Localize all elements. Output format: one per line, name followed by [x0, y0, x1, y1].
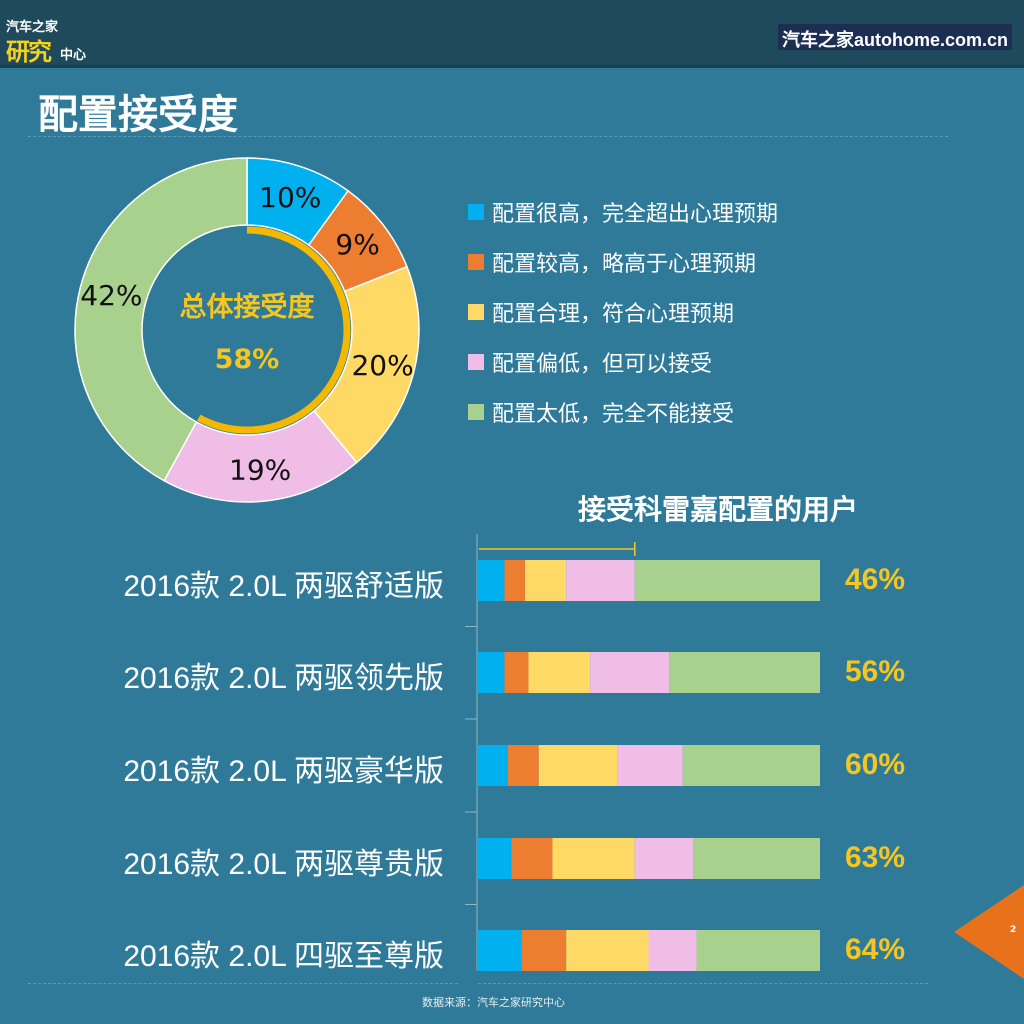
acceptance-value: 56% — [845, 655, 906, 688]
page-title: 配置接受度 — [38, 92, 238, 138]
logo-text: 研究 — [6, 38, 52, 66]
bar-segment — [528, 652, 591, 693]
donut-slice-label: 9% — [335, 228, 379, 261]
bar-chart-title: 接受科雷嘉配置的用户 — [578, 493, 859, 526]
legend-swatch — [468, 254, 484, 270]
legend-item: 配置很高，完全超出心理预期 — [468, 197, 778, 227]
legend-swatch — [468, 354, 484, 370]
bar-segment — [693, 838, 820, 879]
bar-segment — [634, 838, 694, 879]
stacked-bar — [477, 560, 820, 601]
legend-item: 配置太低，完全不能接受 — [468, 397, 734, 427]
category-label: 2016款 2.0L 两驱尊贵版 — [123, 848, 444, 881]
donut-center-value: 58% — [215, 344, 280, 375]
category-label: 2016款 2.0L 四驱至尊版 — [123, 940, 444, 973]
bar-segment — [477, 838, 512, 879]
divider — [28, 136, 948, 137]
stacked-bar — [477, 930, 820, 971]
bar-segment — [477, 745, 508, 786]
legend-item: 配置偏低，但可以接受 — [468, 347, 712, 377]
bar-segment — [669, 652, 820, 693]
acceptance-value: 46% — [845, 563, 906, 596]
category-label: 2016款 2.0L 两驱豪华版 — [123, 755, 444, 788]
legend-swatch — [468, 304, 484, 320]
legend-item: 配置合理，符合心理预期 — [468, 297, 734, 327]
donut-slice-label: 10% — [259, 181, 321, 214]
acceptance-value: 63% — [845, 841, 906, 874]
legend-swatch — [468, 204, 484, 220]
bar-segment — [511, 838, 553, 879]
logo-text: 中心 — [60, 48, 87, 63]
research-center-logo: 汽车之家 研究 中心 — [4, 14, 104, 66]
header-bar: 汽车之家 研究 中心 汽车之家autohome.com.cn — [0, 0, 1024, 68]
bar-segment — [507, 745, 539, 786]
category-label: 2016款 2.0L 两驱领先版 — [123, 662, 444, 695]
category-label: 2016款 2.0L 两驱舒适版 — [123, 570, 444, 603]
legend-swatch — [468, 404, 484, 420]
bar-segment — [566, 560, 635, 601]
acceptance-arc — [197, 226, 351, 434]
donut-slice-label: 20% — [351, 349, 413, 382]
bar-segment — [634, 560, 820, 601]
page-marker — [954, 885, 1024, 979]
bar-segment — [552, 838, 635, 879]
acceptance-value: 60% — [845, 748, 906, 781]
bar-segment — [521, 930, 567, 971]
legend-label: 配置较高，略高于心理预期 — [492, 252, 757, 277]
stacked-bar — [477, 652, 820, 693]
donut-chart: 总体接受度 58% 10% 9% 20% 19% 42% — [74, 157, 420, 503]
bar-segment — [566, 930, 649, 971]
stacked-bar — [477, 838, 820, 879]
bar-segment — [682, 745, 820, 786]
legend-label: 配置偏低，但可以接受 — [492, 352, 713, 377]
bar-segment — [590, 652, 670, 693]
bar-segment — [617, 745, 683, 786]
donut-center-label: 总体接受度 — [180, 291, 315, 323]
bar-segment — [696, 930, 820, 971]
data-source: 数据来源：汽车之家研究中心 — [422, 996, 565, 1009]
legend-label: 配置合理，符合心理预期 — [492, 302, 735, 327]
autohome-logo: 汽车之家autohome.com.cn — [778, 24, 1013, 50]
bar-segment — [504, 652, 529, 693]
acceptance-value: 64% — [845, 933, 906, 966]
bar-segment — [538, 745, 618, 786]
bar-segment — [525, 560, 567, 601]
donut-slice — [74, 157, 248, 482]
legend-label: 配置太低，完全不能接受 — [492, 402, 735, 427]
divider — [478, 983, 928, 984]
logo-text: 汽车之家 — [6, 20, 59, 35]
bar-segment — [477, 930, 522, 971]
legend-label: 配置很高，完全超出心理预期 — [492, 202, 779, 227]
bar-segment — [477, 652, 505, 693]
donut-slice-label: 42% — [80, 279, 142, 312]
legend-item: 配置较高，略高于心理预期 — [468, 247, 756, 277]
stacked-bar — [477, 745, 820, 786]
bar-segment — [504, 560, 526, 601]
page-number: 2 — [1010, 925, 1017, 935]
bar-segment — [648, 930, 697, 971]
bar-segment — [477, 560, 505, 601]
donut-slice-label: 19% — [229, 453, 291, 486]
divider — [28, 983, 458, 984]
